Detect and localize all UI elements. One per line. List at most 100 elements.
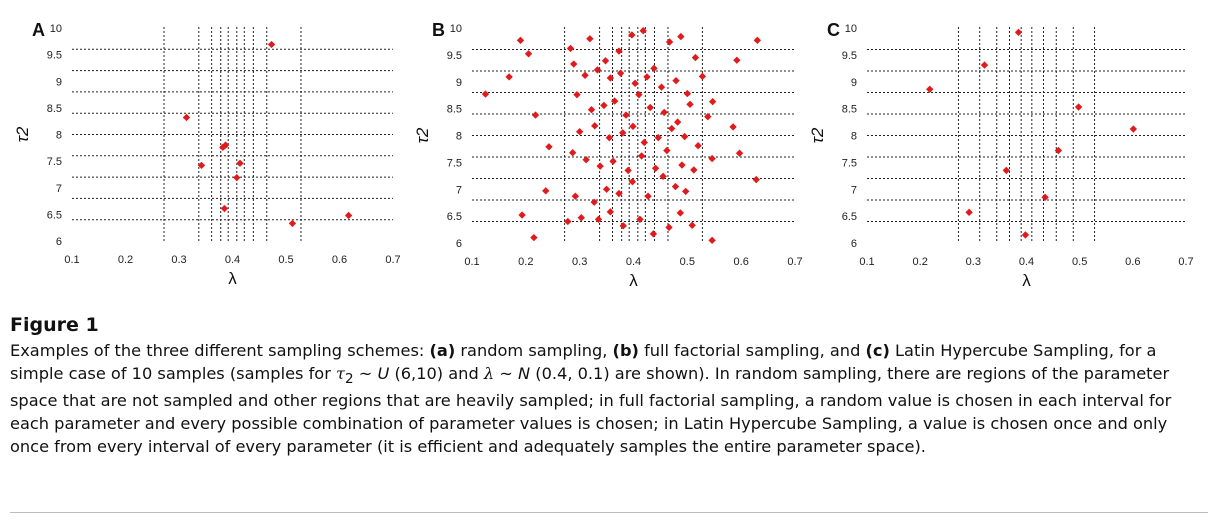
panel-label: C: [827, 20, 840, 40]
y-tick-label: 6: [56, 236, 62, 248]
x-tick-label: 0.2: [913, 256, 928, 268]
x-tick-label: 0.4: [225, 254, 240, 266]
data-point: [1014, 28, 1023, 36]
data-point: [678, 161, 686, 169]
tau-subscript: 2: [344, 370, 354, 387]
caption-part: Examples of the three different sampling…: [10, 341, 430, 360]
data-point: [640, 138, 648, 147]
data-point: [236, 159, 244, 167]
y-tick-label: 6.5: [447, 211, 462, 223]
data-point: [926, 85, 934, 93]
data-point: [965, 208, 973, 217]
figure-panels: 6 6.5 7 7.5 8 8.5 9 9.5 10 0.1 0.2 0.3 0.4 0.5 0.6 0.7 A…: [13, 20, 1194, 290]
data-point: [505, 73, 513, 81]
data-point: [665, 223, 673, 232]
data-point: [1074, 103, 1083, 111]
data-point: [672, 76, 680, 85]
y-tick-label: 10: [50, 23, 62, 35]
data-point: [651, 164, 660, 172]
data-point: [609, 157, 617, 165]
caption-text: Examples of the three different sampling…: [10, 340, 1210, 458]
figure-title: Figure 1: [10, 314, 99, 336]
panel-label: A: [32, 20, 45, 40]
x-tick-label: 0.7: [385, 254, 400, 266]
data-point: [615, 47, 623, 55]
data-point: [646, 103, 654, 112]
y-tick-label: 6: [851, 238, 857, 250]
x-tick-label: 0.1: [464, 256, 479, 268]
data-point: [657, 83, 666, 91]
data-point: [1021, 231, 1030, 239]
data-point: [581, 71, 589, 79]
x-tick-label: 0.6: [332, 254, 347, 266]
data-point: [686, 100, 694, 109]
data-point: [605, 133, 613, 142]
x-tick-label: 0.6: [734, 256, 749, 268]
data-point: [596, 162, 604, 170]
y-tick-label: 8.5: [842, 104, 857, 116]
data-point: [659, 172, 667, 181]
caption-label-c: (c): [865, 341, 890, 360]
data-point: [531, 111, 540, 119]
data-point: [698, 72, 707, 81]
y-tick-label: 7.5: [47, 156, 62, 168]
data-point: [545, 143, 553, 151]
caption-part: ~: [494, 363, 518, 383]
x-tick-label: 0.1: [64, 254, 79, 266]
data-point: [649, 230, 658, 238]
chart-panel-a: 6 6.5 7 7.5 8 8.5 9 9.5 10 0.1 0.2 0.3 0.4 0.5 0.6 0.7 A…: [13, 20, 401, 288]
lambda-symbol: λ: [483, 363, 495, 383]
data-point: [582, 156, 590, 164]
y-tick-label: 8: [56, 130, 62, 142]
y-tick-label: 9.5: [842, 50, 857, 62]
data-point: [663, 146, 671, 155]
y-axis-label: τ2: [413, 127, 432, 143]
data-point: [637, 152, 646, 160]
data-point: [682, 187, 690, 196]
data-point: [593, 66, 602, 74]
data-point: [568, 149, 577, 157]
data-point: [708, 236, 716, 244]
caption-part: (0.4, 0.1) are shown). In random samplin…: [10, 363, 1172, 456]
caption-part: Latin Hypercube Sampling, for a simple c…: [10, 341, 1157, 383]
data-point: [980, 61, 989, 69]
data-point: [636, 215, 644, 224]
data-point: [631, 79, 639, 88]
x-tick-label: 0.1: [859, 256, 874, 268]
x-axis-label: λ: [629, 271, 638, 290]
x-tick-label: 0.5: [278, 254, 293, 266]
data-point: [729, 123, 737, 131]
x-tick-label: 0.3: [572, 256, 587, 268]
x-axis-label: λ: [1022, 271, 1031, 290]
data-point: [629, 122, 637, 131]
data-point: [524, 50, 533, 58]
data-point: [688, 221, 696, 229]
y-tick-label: 8.5: [447, 104, 462, 116]
data-point: [530, 233, 538, 242]
data-point: [587, 106, 596, 114]
y-tick-label: 8: [851, 131, 857, 143]
x-tick-label: 0.4: [1019, 256, 1034, 268]
data-point: [573, 90, 581, 99]
x-tick-label: 0.4: [626, 256, 641, 268]
y-tick-label: 9: [56, 76, 62, 88]
data-point: [733, 56, 741, 64]
data-point: [594, 215, 603, 224]
y-tick-label: 6: [456, 238, 462, 250]
uniform-dist: U: [377, 363, 390, 383]
data-point: [690, 166, 698, 174]
data-point: [619, 129, 627, 137]
caption-part: full factorial sampling, and: [638, 341, 866, 360]
caption-part: ~: [353, 363, 378, 383]
data-point: [628, 178, 637, 186]
data-point: [635, 90, 643, 99]
data-point: [518, 211, 526, 219]
data-point: [591, 122, 599, 130]
data-point: [644, 192, 652, 200]
x-tick-label: 0.3: [171, 254, 186, 266]
y-tick-label: 7: [456, 184, 462, 196]
x-tick-label: 0.2: [518, 256, 533, 268]
data-point: [619, 222, 627, 230]
data-point: [676, 209, 685, 217]
data-point: [615, 189, 623, 198]
